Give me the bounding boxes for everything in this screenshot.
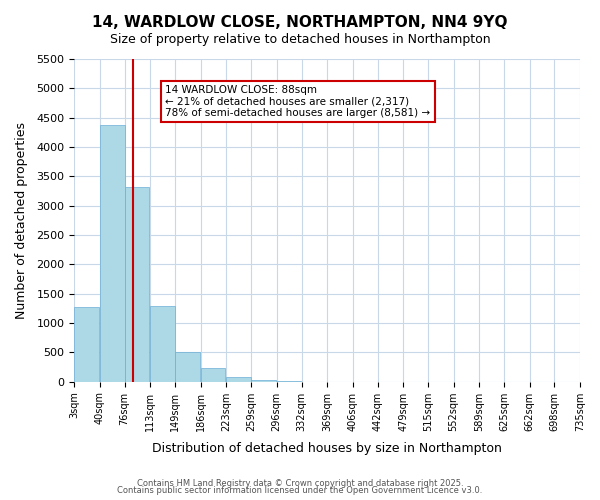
Text: 14 WARDLOW CLOSE: 88sqm
← 21% of detached houses are smaller (2,317)
78% of semi: 14 WARDLOW CLOSE: 88sqm ← 21% of detache… xyxy=(165,85,430,118)
Text: 14, WARDLOW CLOSE, NORTHAMPTON, NN4 9YQ: 14, WARDLOW CLOSE, NORTHAMPTON, NN4 9YQ xyxy=(92,15,508,30)
Bar xyxy=(200,368,226,382)
Bar xyxy=(125,188,149,382)
Text: Contains public sector information licensed under the Open Government Licence v3: Contains public sector information licen… xyxy=(118,486,482,495)
Y-axis label: Number of detached properties: Number of detached properties xyxy=(15,122,28,319)
Bar xyxy=(74,307,99,382)
Text: Size of property relative to detached houses in Northampton: Size of property relative to detached ho… xyxy=(110,32,490,46)
Bar xyxy=(150,306,175,382)
X-axis label: Distribution of detached houses by size in Northampton: Distribution of detached houses by size … xyxy=(152,442,502,455)
Text: Contains HM Land Registry data © Crown copyright and database right 2025.: Contains HM Land Registry data © Crown c… xyxy=(137,478,463,488)
Bar xyxy=(175,352,200,382)
Bar xyxy=(251,380,276,382)
Bar xyxy=(100,124,125,382)
Bar xyxy=(226,377,251,382)
